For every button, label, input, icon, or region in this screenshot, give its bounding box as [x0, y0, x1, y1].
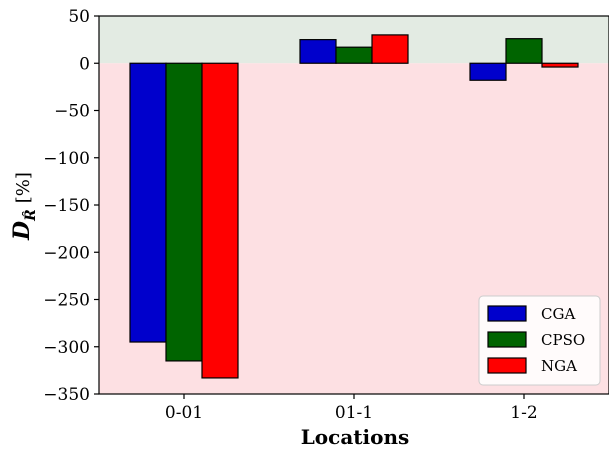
y-tick-label: −300	[43, 338, 90, 358]
y-axis-label-unit: [%]	[13, 172, 34, 203]
y-tick-label: −150	[43, 196, 90, 216]
bars-group	[129, 34, 579, 379]
y-tick-label: −350	[43, 385, 90, 405]
bar-cga-1-2	[469, 62, 507, 81]
y-tick-label: −100	[43, 149, 90, 169]
x-ticks-group: 0-01 01-1 1-2	[165, 394, 538, 423]
x-tick-label: 1-2	[510, 403, 537, 423]
y-tick-label: −50	[54, 102, 90, 122]
y-axis-label: DR̂ [%]	[9, 172, 39, 241]
y-tick-label: 0	[79, 54, 90, 74]
x-axis-label: Locations	[301, 425, 410, 449]
y-axis-label-main: D	[9, 221, 35, 241]
bar-nga-1-2	[541, 62, 579, 68]
y-tick-label: −200	[43, 243, 90, 263]
bar-cpso-01-1	[335, 46, 373, 64]
bar-cga-0-01	[129, 62, 167, 343]
bar-nga-0-01	[201, 62, 239, 379]
bar-cpso-1-2	[505, 38, 543, 64]
y-ticks-group: 50 0 −50 −100 −150 −200 −250 −300 −350	[43, 7, 99, 405]
svg-text:DR̂[%]: DR̂ [%]	[9, 172, 39, 241]
legend-label-nga: NGA	[541, 357, 577, 375]
legend-label-cga: CGA	[541, 305, 575, 323]
bar-cpso-0-01	[165, 62, 203, 362]
x-tick-label: 01-1	[335, 403, 373, 423]
legend-swatch-cga	[487, 305, 527, 322]
legend-swatch-cpso	[487, 331, 527, 348]
legend-label-cpso: CPSO	[541, 331, 585, 349]
legend: CGA CPSO NGA	[478, 295, 601, 386]
bar-nga-01-1	[371, 34, 409, 64]
legend-swatch-nga	[487, 357, 527, 374]
x-tick-label: 0-01	[165, 403, 203, 423]
bar-cga-01-1	[299, 39, 337, 64]
y-tick-label: −250	[43, 291, 90, 311]
y-axis-label-subscript: R̂	[21, 209, 39, 222]
y-tick-label: 50	[68, 7, 90, 27]
